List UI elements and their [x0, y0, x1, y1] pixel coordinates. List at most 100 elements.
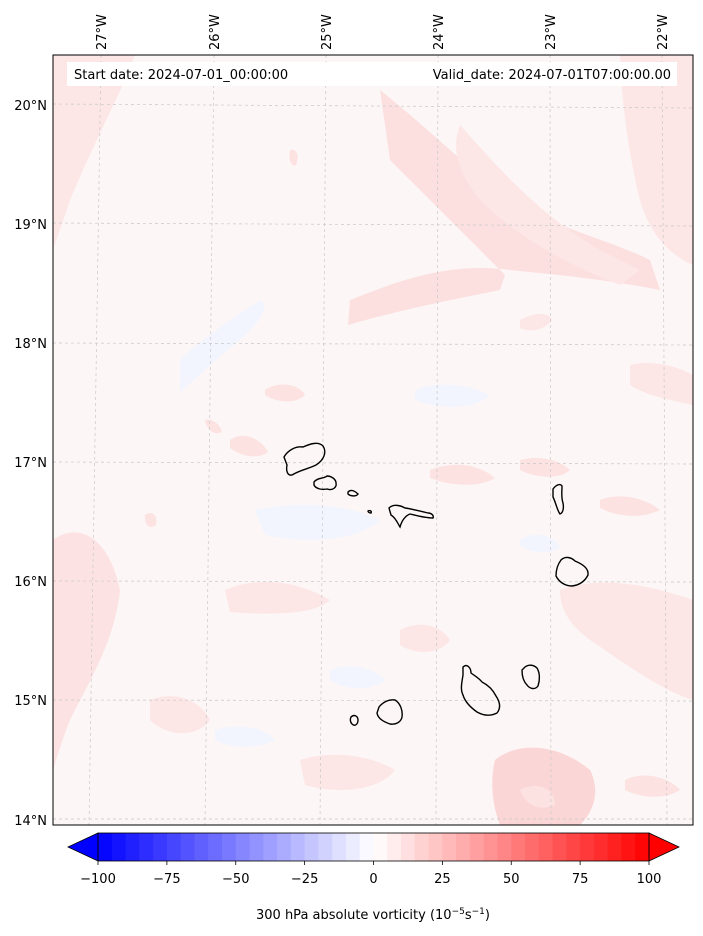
colorbar-segment	[538, 833, 554, 861]
vorticity-patch	[415, 384, 490, 407]
lon-tick-label: 23°W	[544, 14, 559, 50]
meridian-22w	[661, 55, 668, 825]
vorticity-patch	[205, 419, 222, 434]
island-boa-vista	[555, 556, 589, 587]
colorbar-segment	[263, 833, 278, 861]
meridian-26w	[204, 55, 215, 825]
colorbar-tick-label: −50	[222, 872, 249, 887]
colorbar-segment	[580, 833, 595, 861]
vorticity-patch	[150, 696, 210, 734]
colorbar-segment	[98, 833, 113, 861]
vorticity-patch	[630, 363, 693, 405]
vorticity-patch	[230, 435, 268, 457]
colorbar-segment	[387, 833, 402, 861]
meridian-27w	[88, 55, 102, 825]
colorbar-tick-label: −100	[80, 872, 116, 887]
vorticity-patch	[560, 582, 693, 700]
meridian-23w	[549, 55, 552, 825]
vorticity-patch	[330, 666, 385, 689]
map-panel: Start date: 2024-07-01_00:00:00 Valid_da…	[52, 54, 694, 826]
lon-tick-label: 27°W	[95, 14, 110, 50]
vorticity-patch	[620, 55, 693, 265]
latitude-labels: 20°N 19°N 18°N 17°N 16°N 15°N 14°N	[14, 99, 47, 829]
lat-tick-label: 16°N	[14, 575, 47, 590]
colorbar-extend-max-arrow	[648, 832, 680, 862]
vorticity-patch	[255, 504, 380, 540]
island-brava	[349, 714, 359, 726]
colorbar-tick-label: 100	[637, 872, 662, 887]
colorbar-segment	[456, 833, 471, 861]
colorbar-segment	[125, 833, 140, 861]
vorticity-patch	[492, 747, 596, 825]
colorbar: −100 −75 −50 −25 0 25 50 75 100 300 hPa absolute…	[67, 832, 680, 923]
colorbar-segment	[194, 833, 209, 861]
colorbar-label: 300 hPa absolute vorticity (10−5s−1)	[256, 907, 490, 923]
vorticity-patch	[520, 534, 560, 553]
island-sao-nicolau	[388, 504, 434, 529]
vorticity-patch	[265, 384, 305, 402]
colorbar-segment	[318, 833, 333, 861]
colorbar-segment	[621, 833, 636, 861]
colorbar-segment	[290, 833, 306, 861]
start-date-label: Start date: 2024-07-01_00:00:00	[74, 68, 288, 83]
island-sao-vicente	[313, 475, 337, 491]
parallel-19n	[53, 222, 693, 227]
vorticity-patch	[456, 125, 640, 285]
colorbar-segment	[359, 833, 374, 861]
island-maio	[521, 664, 541, 690]
vorticity-patch	[289, 149, 298, 166]
valid-date-label: Valid_date: 2024-07-01T07:00:00.00	[433, 68, 671, 83]
colorbar-segment	[635, 833, 650, 861]
island-santa-luzia	[347, 489, 359, 497]
colorbar-tick-label: −75	[153, 872, 180, 887]
lon-tick-label: 22°W	[656, 14, 671, 50]
colorbar-segment	[235, 833, 251, 861]
colorbar-segment	[593, 833, 609, 861]
colorbar-segment	[525, 833, 540, 861]
lat-tick-label: 17°N	[14, 456, 47, 471]
vorticity-patch	[520, 785, 555, 808]
parallel-18n	[53, 342, 693, 346]
colorbar-tick-label: 50	[503, 872, 520, 887]
colorbar-segment	[497, 833, 512, 861]
island-fogo	[376, 699, 403, 725]
vorticity-patch	[625, 775, 680, 797]
gridlines	[53, 55, 693, 825]
colorbar-tick-label: 75	[572, 872, 589, 887]
longitude-labels: 27°W 26°W 25°W 24°W 23°W 22°W	[95, 14, 671, 50]
colorbar-segment	[483, 833, 498, 861]
colorbar-ticks: −100 −75 −50 −25 0 25 50 75 100	[80, 861, 661, 887]
vorticity-patch	[300, 754, 395, 790]
colorbar-tick-label: −25	[291, 872, 318, 887]
colorbar-segment	[153, 833, 168, 861]
colorbar-segment	[442, 833, 457, 861]
colorbar-segment	[607, 833, 622, 861]
colorbar-segment	[139, 833, 154, 861]
colorbar-segment	[469, 833, 485, 861]
vorticity-patch	[225, 581, 330, 614]
vorticity-contours	[53, 55, 693, 825]
lon-tick-label: 26°W	[208, 14, 223, 50]
colorbar-segment	[373, 833, 388, 861]
vorticity-patch	[53, 55, 135, 250]
lat-tick-label: 19°N	[14, 218, 47, 233]
lon-tick-label: 24°W	[432, 14, 447, 50]
meridian-24w	[435, 55, 439, 825]
vorticity-patch	[53, 532, 120, 770]
vorticity-patch	[144, 513, 157, 527]
parallel-20n	[53, 103, 693, 109]
colorbar-segment	[208, 833, 223, 861]
colorbar-segment	[221, 833, 237, 861]
vorticity-patch	[400, 624, 450, 652]
colorbar-segment	[345, 833, 361, 861]
colorbar-segment	[166, 833, 182, 861]
island-santiago	[460, 664, 501, 716]
vorticity-field-background	[53, 55, 693, 825]
parallel-16n	[53, 580, 693, 583]
lat-tick-label: 18°N	[14, 337, 47, 352]
colorbar-segment	[277, 833, 292, 861]
colorbar-segment	[552, 833, 567, 861]
colorbar-segment	[414, 833, 430, 861]
colorbar-segment	[304, 833, 319, 861]
